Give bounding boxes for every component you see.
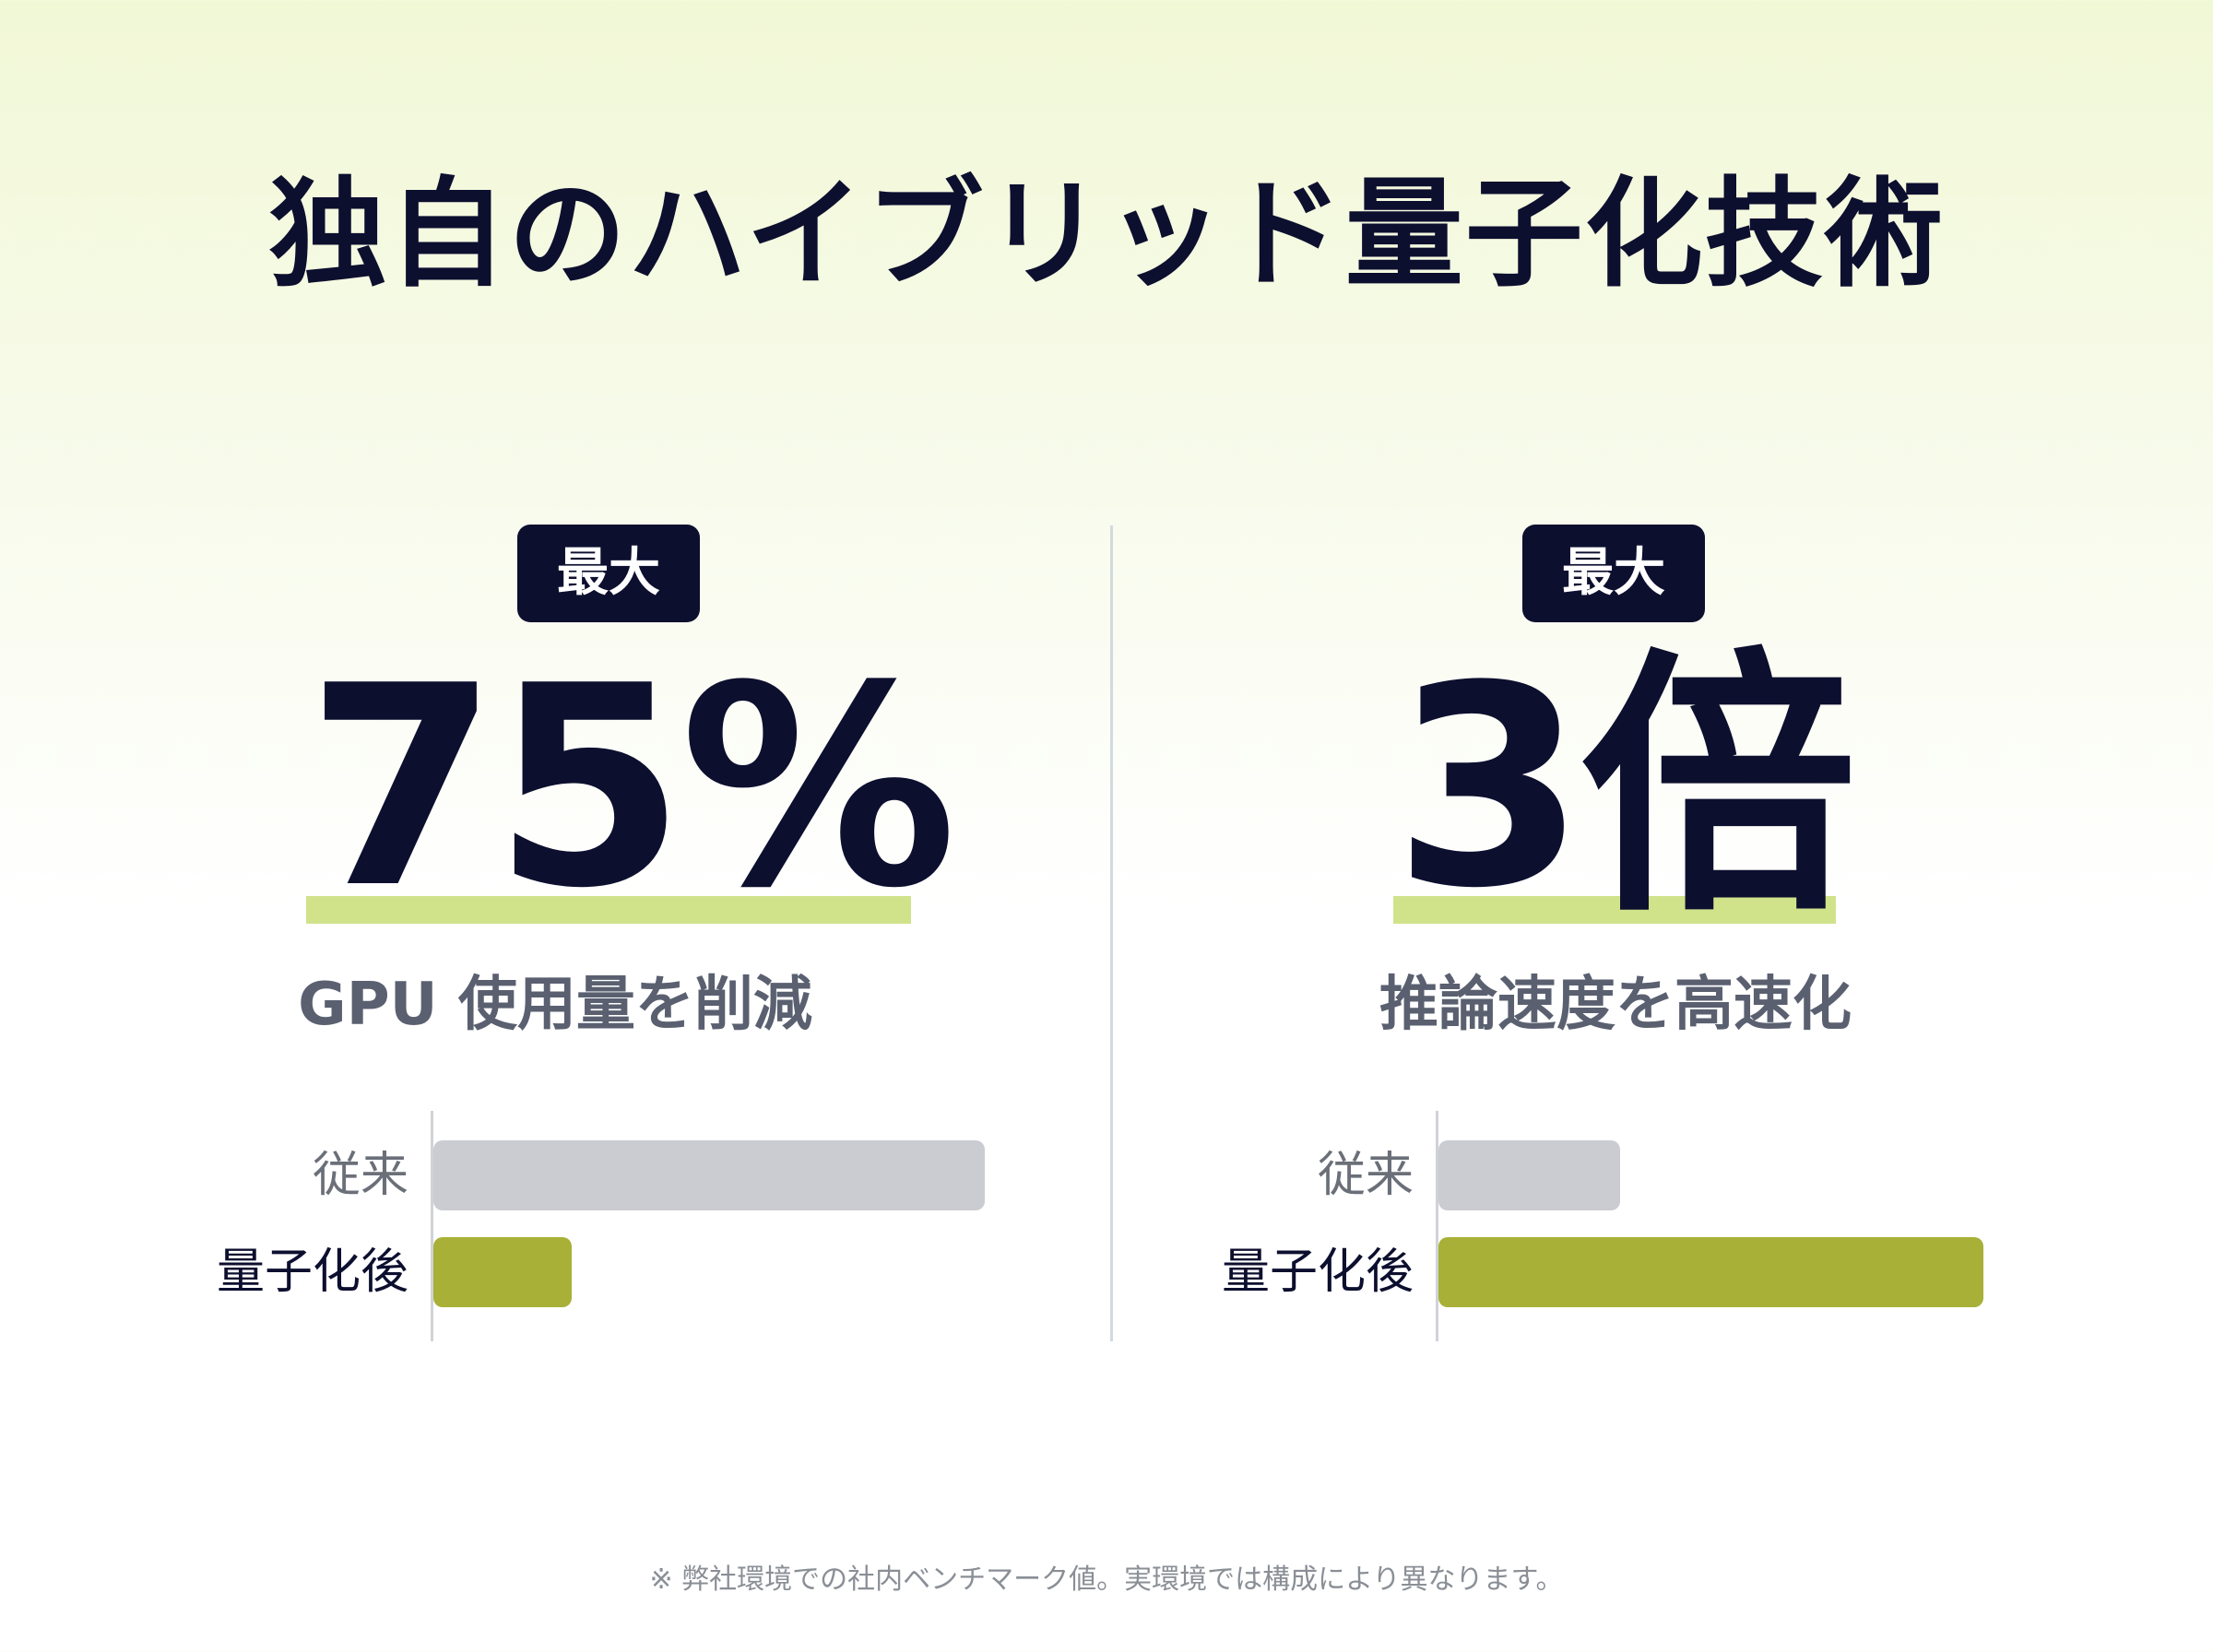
page-title: 独自のハイブリッド量子化技術 [268,166,1945,303]
category-label-before: 従来 [312,1148,408,1203]
center-divider [1110,525,1113,1341]
stat-caption: 推論速度を高速化 [1379,971,1852,1039]
chart-axis [1436,1111,1438,1341]
gpu-usage-bar-chart: 従来 量子化後 [0,1111,1110,1351]
max-badge: 最大 [517,525,700,622]
inference-speed-bar-chart: 従来 量子化後 [1113,1111,2213,1351]
category-label-before: 従来 [1317,1148,1414,1203]
category-label-after: 量子化後 [1221,1245,1414,1300]
max-badge: 最大 [1522,525,1705,622]
category-label-after: 量子化後 [216,1245,408,1300]
headline-value: 75% [306,627,957,949]
bar-before [433,1140,985,1210]
headline-stat: 75% [306,627,957,949]
chart-axis [431,1111,433,1341]
inference-speed-panel: 最大 3倍 推論速度を高速化 従来 量子化後 [1113,0,2213,1652]
bar-before [1438,1140,1620,1210]
headline-highlight [306,896,911,924]
headline-stat: 3倍 [1393,627,1857,949]
footnote: ※ 弊社環境での社内ベンチマーク値。実環境では構成により異なります。 [649,1564,1564,1596]
bar-after [1438,1237,1983,1307]
bar-after [433,1237,572,1307]
gpu-usage-panel: 最大 75% GPU 使用量を削減 従来 量子化後 [0,525,1110,1351]
stat-caption: GPU 使用量を削減 [298,971,812,1039]
headline-highlight [1393,896,1836,924]
headline-value: 3倍 [1393,627,1857,949]
